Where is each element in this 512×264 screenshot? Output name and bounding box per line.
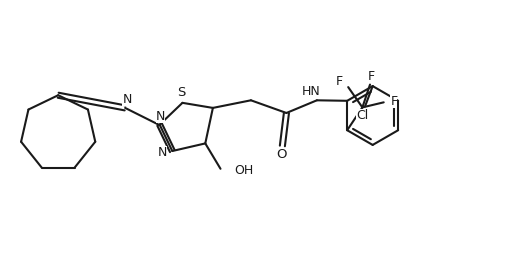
Text: Cl: Cl — [356, 109, 369, 121]
Text: F: F — [390, 95, 397, 108]
Text: O: O — [276, 148, 287, 161]
Text: F: F — [335, 74, 343, 88]
Text: S: S — [177, 86, 186, 99]
Text: HN: HN — [302, 85, 320, 98]
Text: N: N — [158, 145, 167, 159]
Text: F: F — [368, 70, 375, 83]
Text: OH: OH — [234, 164, 254, 177]
Text: N: N — [156, 110, 165, 122]
Text: N: N — [122, 93, 132, 106]
